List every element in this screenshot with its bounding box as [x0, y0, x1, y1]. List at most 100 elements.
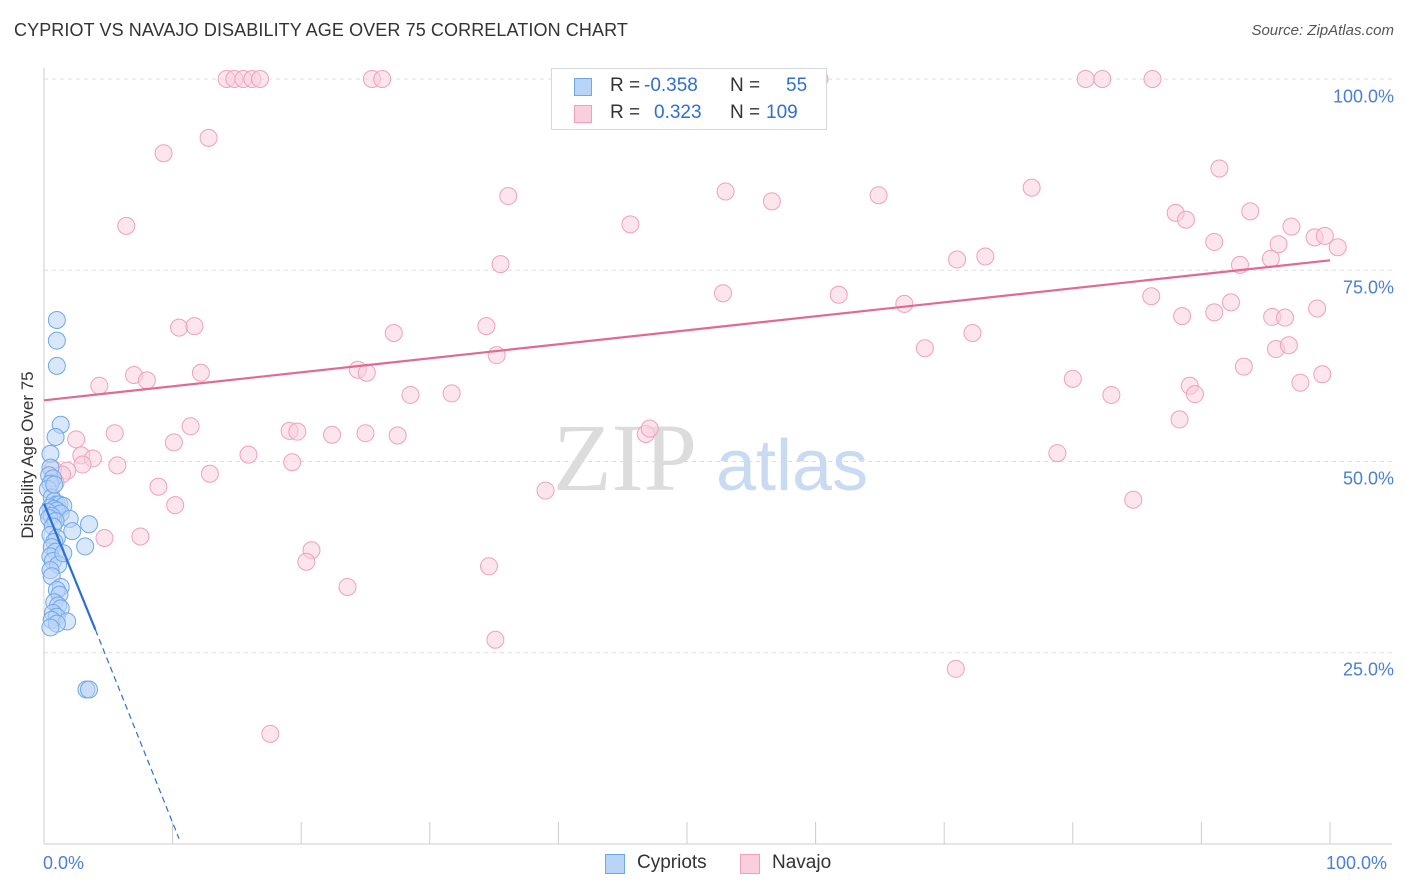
- navajo-point: [67, 430, 86, 449]
- watermark-zip: ZIP: [553, 404, 697, 511]
- navajo-point: [1048, 444, 1067, 463]
- navajo-point: [829, 285, 848, 304]
- navajo-point: [108, 456, 127, 475]
- navajo-point: [261, 724, 280, 743]
- y-tick-100: 100.0%: [1332, 86, 1394, 107]
- navajo-point: [1173, 307, 1192, 326]
- cypriot-point: [47, 356, 66, 375]
- navajo-point: [384, 323, 403, 342]
- navajo-point: [1221, 293, 1240, 312]
- navajo-point: [1124, 490, 1143, 509]
- navajo-point: [239, 445, 258, 464]
- navajo-point: [181, 417, 200, 436]
- navajo-point: [1176, 210, 1195, 229]
- navajo-point: [1241, 202, 1260, 221]
- navajo-point: [976, 247, 995, 266]
- legend-r-label: R =: [610, 75, 641, 96]
- cypriot-point: [41, 618, 60, 637]
- navajo-point: [191, 363, 210, 382]
- navajo-legend-swatch: [740, 854, 760, 874]
- navajo-point: [117, 216, 136, 235]
- y-tick-50: 50.0%: [1342, 468, 1394, 489]
- navajo-point: [1269, 235, 1288, 254]
- x-tick-100: 100.0%: [1326, 853, 1388, 873]
- navajo-point: [621, 215, 640, 234]
- navajo-point: [1205, 232, 1224, 251]
- navajo-point: [90, 376, 109, 395]
- navajo-point: [1261, 249, 1280, 268]
- cypriots-n-value: 55: [786, 75, 808, 96]
- navajo-point: [477, 317, 496, 336]
- cypriot-points: [38, 310, 99, 699]
- navajo-point: [137, 371, 156, 390]
- source-credit: Source: ZipAtlas.com: [1251, 22, 1394, 39]
- navajo-point: [1093, 70, 1112, 88]
- chart-title: CYPRIOT VS NAVAJO DISABILITY AGE OVER 75…: [14, 20, 628, 40]
- navajo-r-value: 0.323: [654, 102, 702, 123]
- navajo-point: [1205, 303, 1224, 322]
- navajo-point: [95, 529, 114, 547]
- navajo-point: [185, 317, 204, 336]
- y-tick-25: 25.0%: [1342, 659, 1394, 680]
- navajo-point: [373, 70, 392, 88]
- navajo-point: [1275, 308, 1294, 327]
- navajo-point: [963, 323, 982, 342]
- navajo-point: [479, 557, 498, 576]
- watermark-atlas: atlas: [716, 426, 868, 506]
- navajo-point: [948, 250, 967, 269]
- cypriots-swatch: [574, 78, 592, 96]
- navajo-point: [1313, 365, 1332, 384]
- cypriot-point: [47, 331, 66, 350]
- navajo-point: [1308, 299, 1327, 318]
- navajo-point: [1234, 357, 1253, 376]
- cypriots-r-value: -0.358: [644, 75, 698, 96]
- navajo-point: [1291, 373, 1310, 392]
- navajo-point: [73, 455, 92, 474]
- navajo-point: [762, 192, 781, 211]
- navajo-point: [1143, 70, 1162, 88]
- navajo-points: [44, 70, 1347, 743]
- navajo-point: [1279, 336, 1298, 355]
- navajo-point: [356, 424, 375, 443]
- cypriot-point: [80, 515, 99, 534]
- cypriot-trend-line: [42, 503, 97, 631]
- navajo-point: [640, 419, 659, 438]
- navajo-point: [338, 577, 357, 596]
- navajo-n-value: 109: [766, 102, 798, 123]
- y-tick-75: 75.0%: [1342, 277, 1394, 298]
- navajo-point: [297, 552, 316, 571]
- navajo-point: [1022, 178, 1041, 197]
- navajo-point: [401, 385, 420, 404]
- navajo-point: [536, 481, 555, 500]
- navajo-point: [442, 384, 461, 403]
- navajo-point: [1282, 217, 1301, 236]
- navajo-point: [895, 294, 914, 313]
- navajo-point: [199, 128, 218, 147]
- navajo-point: [487, 346, 506, 365]
- navajo-point: [869, 186, 888, 205]
- navajo-point: [486, 630, 505, 649]
- navajo-point: [1170, 410, 1189, 429]
- navajo-point: [283, 453, 302, 472]
- cypriot-point: [80, 680, 99, 699]
- legend-n-label: N =: [730, 102, 761, 123]
- cypriot-point: [46, 428, 65, 447]
- navajo-point: [166, 496, 185, 515]
- navajo-point: [1102, 385, 1121, 404]
- cypriot-point: [45, 475, 64, 494]
- legend-n-label: N =: [730, 75, 761, 96]
- legend-r-label: R =: [610, 102, 641, 123]
- navajo-point: [131, 527, 150, 546]
- cypriot-trend-extension: [94, 629, 180, 839]
- x-tick-0: 0.0%: [43, 853, 85, 873]
- navajo-point: [491, 255, 510, 274]
- correlation-legend: R = -0.358 N = 55 R = 0.323 N = 109: [551, 68, 827, 130]
- navajo-point: [716, 182, 735, 201]
- navajo-point: [323, 425, 342, 444]
- navajo-point: [499, 187, 518, 206]
- cypriot-point: [47, 310, 66, 329]
- navajo-point: [1076, 70, 1095, 88]
- navajo-trend-line: [43, 259, 1331, 402]
- navajo-point: [200, 464, 219, 483]
